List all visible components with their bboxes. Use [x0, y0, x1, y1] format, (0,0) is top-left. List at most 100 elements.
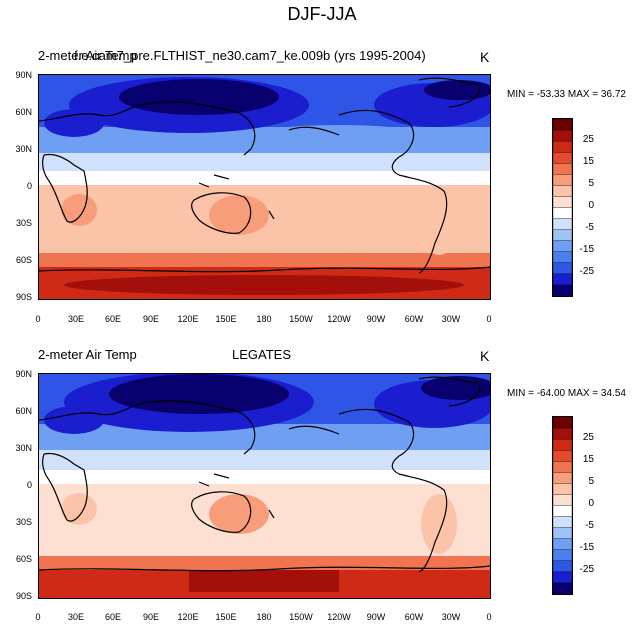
panel-1-ytick: 90S — [15, 292, 32, 302]
panel-2-xtick: 180 — [256, 612, 272, 622]
panel-2-xtick: 0 — [35, 612, 41, 622]
colorbar-swatch — [553, 571, 572, 584]
panel-2-minmax: MIN = -64.00 MAX = 34.54 — [507, 388, 626, 399]
panel-1-xtick: 30W — [441, 314, 461, 324]
panel-1-ytick: 60S — [15, 255, 32, 265]
colorbar-swatch — [553, 207, 572, 220]
colorbar-swatch — [553, 119, 572, 131]
panel-2-colorbar-label: -15 — [579, 542, 594, 553]
panel-1-xtick: 120W — [327, 314, 351, 324]
colorbar-swatch — [553, 262, 572, 275]
figure-title: DJF-JJA — [287, 4, 357, 24]
panel-1-units: K — [480, 49, 490, 65]
panel-1-ytick: 60N — [15, 107, 32, 117]
colorbar-swatch — [553, 505, 572, 518]
panel-1-minmax: MIN = -53.33 MAX = 36.72 — [507, 89, 626, 100]
colorbar-swatch — [553, 185, 572, 198]
panel-2-ytick: 0 — [26, 480, 32, 490]
panel-2-colorbar-svg — [553, 417, 572, 594]
panel-2-ytick: 30S — [15, 517, 32, 527]
panel-1-map-svg — [39, 75, 490, 299]
colorbar-swatch — [553, 174, 572, 187]
panel-2-xtick: 150E — [215, 612, 237, 622]
panel-1-coastlines — [39, 77, 490, 274]
panel-2-colorbar-label: 5 — [588, 476, 594, 487]
panel-1-xtick: 90E — [142, 314, 159, 324]
colorbar-swatch — [553, 516, 572, 529]
panel-2-ytick: 60S — [15, 554, 32, 564]
colorbar-swatch — [553, 273, 572, 286]
colorbar-swatch — [553, 196, 572, 209]
colorbar-swatch — [553, 417, 572, 429]
panel-1-xtick: 60W — [404, 314, 424, 324]
colorbar-swatch — [553, 538, 572, 551]
panel-2-colorbar-label: 0 — [588, 498, 594, 509]
panel-2-temperature-field — [39, 374, 490, 598]
panel-1-xtick: 0 — [486, 314, 492, 324]
panel-2-xtick: 30W — [441, 612, 461, 622]
panel-1-ytick: 30N — [15, 144, 32, 154]
colorbar-swatch — [553, 449, 572, 462]
panel-1-colorbar-label: 25 — [582, 134, 594, 145]
panel-2-xtick: 90W — [366, 612, 386, 622]
panel-2-map — [38, 373, 491, 599]
panel-1-temperature-field — [39, 75, 490, 299]
colorbar-swatch — [553, 151, 572, 164]
panel-2-colorbar — [552, 416, 573, 595]
panel-2-left-title: 2-meter Air Temp — [38, 347, 137, 362]
panel-1-xtick: 90W — [366, 314, 386, 324]
panel-1-xtick: 150W — [289, 314, 313, 324]
panel-2-xtick: 120E — [177, 612, 199, 622]
colorbar-swatch — [553, 427, 572, 440]
panel-1-colorbar-svg — [553, 119, 572, 296]
panel-1-center-title: f.e.cam7_pre.FLTHIST_ne30.cam7_ke.009b (… — [74, 48, 426, 63]
colorbar-swatch — [553, 229, 572, 242]
colorbar-swatch — [553, 582, 572, 594]
panel-2-ytick: 60N — [15, 406, 32, 416]
panel-2-coastlines — [39, 376, 490, 573]
panel-2-xtick: 90E — [142, 612, 159, 622]
panel-2-colorbar-label: 15 — [582, 454, 594, 465]
panel-2-xtick: 0 — [486, 612, 492, 622]
panel-2-units: K — [480, 348, 490, 364]
panel-1-xtick: 150E — [215, 314, 237, 324]
panel-1-ytick: 0 — [26, 181, 32, 191]
colorbar-swatch — [553, 560, 572, 573]
panel-1-colorbar — [552, 118, 573, 297]
panel-2-colorbar-label: -5 — [585, 520, 594, 531]
panel-1-ytick: 30S — [15, 218, 32, 228]
panel-1-xtick: 180 — [256, 314, 272, 324]
panel-2-xtick: 30E — [67, 612, 84, 622]
colorbar-swatch — [553, 472, 572, 485]
colorbar-swatch — [553, 549, 572, 562]
panel-2-ytick: 90N — [15, 369, 32, 379]
colorbar-swatch — [553, 483, 572, 496]
panel-1-xtick: 120E — [177, 314, 199, 324]
panel-2-xtick: 150W — [289, 612, 313, 622]
colorbar-swatch — [553, 240, 572, 253]
colorbar-swatch — [553, 129, 572, 142]
panel-1-colorbar-label: -5 — [585, 222, 594, 233]
panel-1-ytick: 90N — [15, 70, 32, 80]
panel-1-xtick: 60E — [104, 314, 121, 324]
colorbar-swatch — [553, 461, 572, 474]
panel-2-ytick: 90S — [15, 591, 32, 601]
colorbar-swatch — [553, 251, 572, 264]
panel-1-colorbar-label: 5 — [588, 178, 594, 189]
panel-1-xtick: 30E — [67, 314, 84, 324]
panel-1-colorbar-label: 0 — [588, 200, 594, 211]
panel-2-ytick: 30N — [15, 443, 32, 453]
colorbar-swatch — [553, 140, 572, 153]
colorbar-swatch — [553, 284, 572, 296]
colorbar-swatch — [553, 438, 572, 451]
panel-1-colorbar-label: -15 — [579, 244, 594, 255]
colorbar-swatch — [553, 527, 572, 540]
panel-1-colorbar-label: -25 — [579, 266, 594, 277]
colorbar-swatch — [553, 163, 572, 176]
panel-1-colorbar-label: 15 — [582, 156, 594, 167]
panel-1-left-title: 2-meter Air Temp — [38, 48, 137, 63]
panel-2-center-title: LEGATES — [232, 347, 292, 362]
panel-2-colorbar-label: -25 — [579, 564, 594, 575]
panel-1-xtick: 0 — [35, 314, 41, 324]
panel-2-colorbar-label: 25 — [582, 432, 594, 443]
